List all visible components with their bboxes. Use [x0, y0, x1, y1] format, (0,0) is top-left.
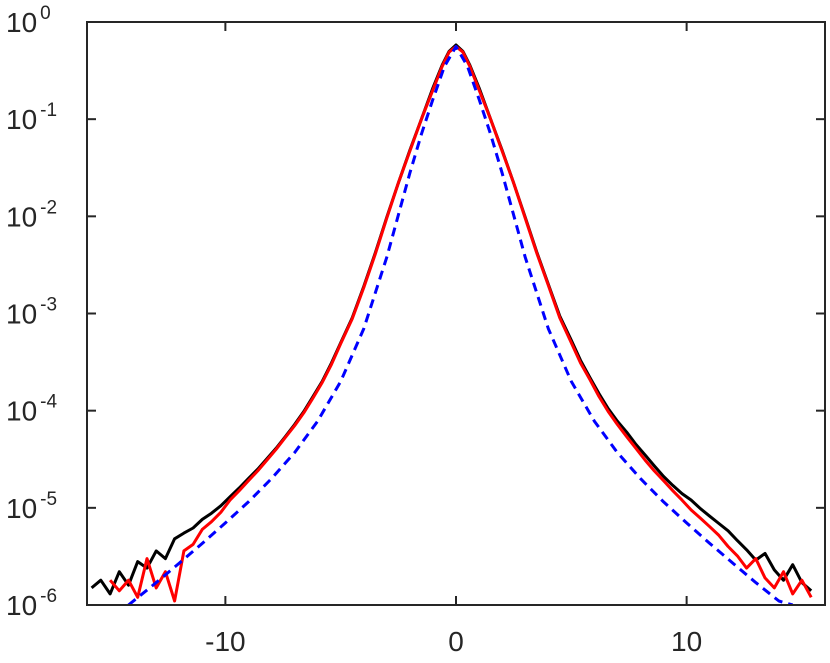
y-tick-label-base: 10: [6, 201, 37, 232]
y-tick-label: 10 -6: [6, 586, 57, 621]
y-tick-label-exponent: -2: [40, 197, 57, 218]
y-tick-label: 10 0: [6, 3, 51, 38]
series-line-2: [127, 45, 794, 605]
y-tick-label-base: 10: [6, 7, 37, 38]
series-layer: [90, 43, 813, 605]
y-tick-label-base: 10: [6, 493, 37, 524]
y-tick-label: 10 -1: [6, 100, 57, 135]
y-tick-label-exponent: 0: [40, 3, 51, 24]
y-tick-label-exponent: -4: [40, 392, 57, 413]
x-tick-label: 0: [448, 626, 464, 657]
plot-frame: [86, 21, 826, 606]
x-tick-label: -10: [205, 626, 245, 657]
y-tick-label-exponent: -5: [40, 489, 57, 510]
series-line-1: [108, 45, 813, 603]
y-tick-label-exponent: -1: [40, 100, 57, 121]
y-tick-label-base: 10: [6, 590, 37, 621]
x-tick-label: 10: [671, 626, 702, 657]
y-tick-label: 10 -5: [6, 489, 57, 524]
y-tick-label: 10 -4: [6, 392, 57, 427]
y-tick-label-base: 10: [6, 396, 37, 427]
y-tick-label: 10 -2: [6, 197, 57, 232]
series-line-0: [90, 43, 813, 596]
y-tick-label: 10 -3: [6, 295, 57, 330]
y-tick-label-base: 10: [6, 299, 37, 330]
y-tick-label-exponent: -3: [40, 295, 57, 316]
y-tick-label-exponent: -6: [40, 586, 57, 607]
y-tick-label-base: 10: [6, 104, 37, 135]
